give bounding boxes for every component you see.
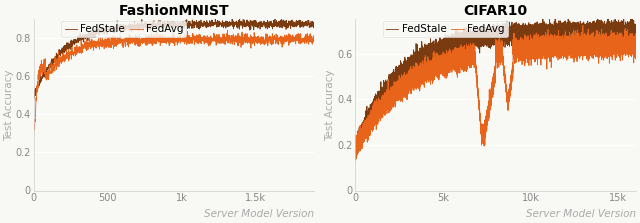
FedStale [351,141,359,143]
FedAvg [352,159,360,161]
FedAvg [70,55,77,57]
FedAvg [579,24,587,27]
FedStale [575,31,582,34]
FedStale [600,27,608,30]
X-axis label: Server Model Version: Server Model Version [525,209,636,219]
Legend: FedStale, FedAvg: FedStale, FedAvg [383,21,508,37]
FedAvg [600,40,608,43]
FedStale [31,97,38,99]
Y-axis label: Test Accuracy: Test Accuracy [326,69,335,141]
FedAvg [95,40,102,43]
Legend: FedStale, FedAvg: FedStale, FedAvg [61,21,186,37]
X-axis label: Server Model Version: Server Model Version [204,209,314,219]
FedStale [310,22,318,25]
FedStale [539,13,547,16]
FedStale [352,156,360,159]
Y-axis label: Test Accuracy: Test Accuracy [4,69,14,141]
Title: CIFAR10: CIFAR10 [463,4,527,18]
Title: FashionMNIST: FashionMNIST [119,4,229,18]
FedStale [70,38,77,41]
FedStale [235,24,243,27]
FedStale [93,31,100,34]
FedStale [95,33,103,35]
FedStale [621,25,628,28]
FedAvg [224,29,232,32]
FedAvg [351,148,359,151]
FedStale [271,16,279,19]
Line: FedStale: FedStale [34,18,314,98]
FedAvg [422,61,430,63]
FedAvg [141,42,149,45]
Line: FedStale: FedStale [355,14,636,158]
FedAvg [44,72,51,75]
FedAvg [582,50,589,52]
FedStale [30,91,38,94]
FedStale [632,30,639,33]
FedAvg [30,133,38,136]
FedStale [582,27,589,30]
FedAvg [310,35,318,38]
FedStale [379,95,387,98]
FedAvg [575,41,582,44]
FedAvg [235,37,243,40]
FedAvg [93,42,100,45]
FedAvg [632,40,639,43]
FedStale [141,23,149,26]
FedStale [422,54,430,57]
Line: FedAvg: FedAvg [355,25,636,160]
FedAvg [379,97,387,100]
FedStale [44,68,51,71]
FedAvg [621,52,628,54]
Line: FedAvg: FedAvg [34,31,314,135]
